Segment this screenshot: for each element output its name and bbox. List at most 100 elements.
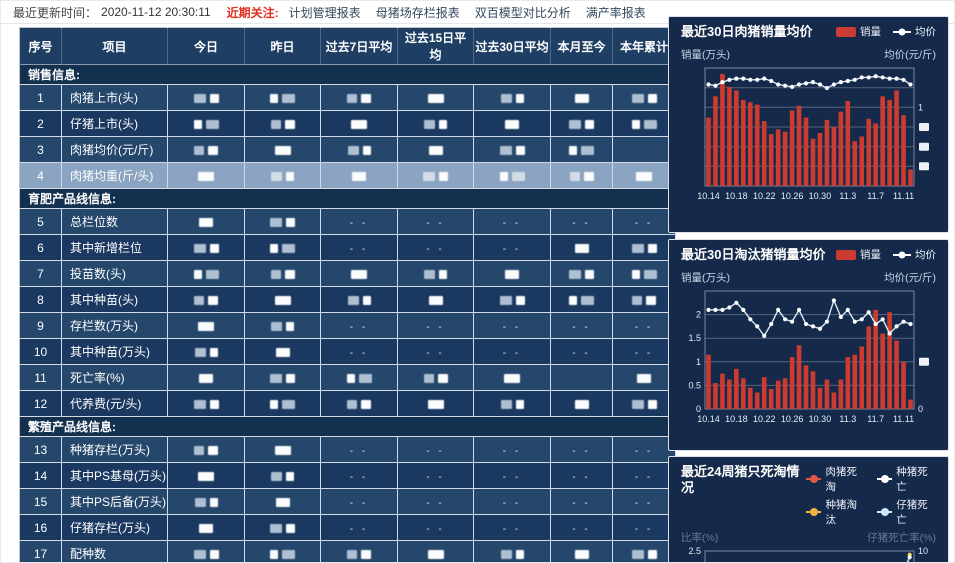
legend-item[interactable]: 均价 [893, 24, 936, 39]
left-axis-label: 比率(%) [681, 532, 719, 544]
table-row[interactable]: 16 仔猪存栏(万头) - -- -- -- -- - [19, 514, 677, 541]
updated-time-value: 2020-11-12 20:30:11 [101, 5, 211, 19]
svg-text:10.18: 10.18 [725, 191, 748, 201]
dash-value: - - [550, 208, 614, 235]
dash-value: - - [397, 462, 475, 489]
table-row[interactable]: 10 其中种苗(万头) - -- -- -- -- - [19, 338, 677, 365]
svg-text:1.5: 1.5 [688, 333, 701, 343]
redacted-value [397, 110, 475, 137]
table-header-cell: 本年累计 [612, 27, 677, 65]
row-label: 存栏数(万头) [61, 312, 169, 339]
row-number: 8 [19, 286, 62, 313]
chart-card-death-cull: 最近24周猪只死淘情况 肉猪死淘 种猪死亡 种猪淘汰 仔猪死亡 比率(%) 仔猪死亡率… [668, 456, 949, 562]
dash-value: - - [397, 208, 475, 235]
dash-value: - - [397, 436, 475, 463]
left-axis-label: 销量(万头) [681, 49, 730, 61]
redacted-value [167, 390, 246, 417]
redacted-value [167, 84, 246, 111]
redacted-value [473, 364, 552, 391]
table-row[interactable]: 3 肉猪均价(元/斤) [19, 136, 677, 163]
right-axis-label: 均价(元/斤) [884, 49, 936, 61]
table-row[interactable]: 15 其中PS后备(万头) - -- -- -- -- - [19, 488, 677, 515]
row-number: 4 [19, 162, 62, 189]
dash-value: - - [320, 514, 399, 541]
table-header-cell: 昨日 [244, 27, 322, 65]
redacted-value [244, 260, 322, 287]
dash-value: - - [473, 338, 552, 365]
redacted-value [612, 162, 677, 189]
dash-value: - - [473, 488, 552, 515]
dash-value: - - [612, 208, 677, 235]
chart-title: 最近24周猪只死淘情况 [681, 464, 800, 495]
legend-label: 种猪死亡 [896, 466, 928, 493]
redacted-value [397, 390, 475, 417]
table-row[interactable]: 9 存栏数(万头) - -- -- -- -- - [19, 312, 677, 339]
legend-item[interactable]: 种猪死亡 [877, 464, 936, 494]
dash-value: - - [550, 514, 614, 541]
section-row: 育肥产品线信息: [19, 188, 676, 209]
nav-link-model-compare[interactable]: 双百模型对比分析 [474, 5, 571, 20]
table-row[interactable]: 13 种猪存栏(万头) - -- -- -- -- - [19, 436, 677, 463]
nav-link-plan-report[interactable]: 计划管理报表 [288, 5, 361, 20]
row-number: 14 [19, 462, 62, 489]
dash-value: - - [473, 208, 552, 235]
svg-text:1: 1 [918, 102, 923, 112]
table-row[interactable]: 1 肉猪上市(头) [19, 84, 677, 111]
redacted-value [320, 260, 399, 287]
legend-item[interactable]: 仔猪死亡 [877, 497, 936, 527]
svg-text:11.3: 11.3 [839, 414, 856, 424]
redacted-value [612, 364, 677, 391]
redacted-value [244, 312, 322, 339]
dash-value: - - [397, 234, 475, 261]
table-row[interactable]: 2 仔猪上市(头) [19, 110, 677, 137]
table-row[interactable]: 8 其中种苗(头) [19, 286, 677, 313]
table-row[interactable]: 11 死亡率(%) [19, 364, 677, 391]
redacted-value [244, 488, 322, 515]
legend-label: 均价 [915, 26, 936, 38]
legend-item[interactable]: 均价 [893, 247, 936, 262]
legend-item[interactable]: 销量 [836, 247, 881, 262]
dash-value: - - [320, 436, 399, 463]
table-row[interactable]: 17 配种数 [19, 540, 677, 562]
chart-title: 最近30日肉猪销量均价 [681, 24, 813, 39]
redacted-value [473, 390, 552, 417]
row-label: 其中新增栏位 [61, 234, 169, 261]
dash-value: - - [397, 338, 475, 365]
redacted-value [612, 286, 677, 313]
nav-link-full-capacity-report[interactable]: 满产率报表 [585, 5, 646, 20]
legend-item[interactable]: 肉猪死淘 [806, 464, 865, 494]
redacted-value [397, 540, 475, 562]
chart-legend: 销量 均价 [836, 24, 936, 39]
svg-text:11.7: 11.7 [867, 414, 884, 424]
table-row[interactable]: 12 代养费(元/头) [19, 390, 677, 417]
dash-value: - - [612, 312, 677, 339]
table-row[interactable]: 5 总栏位数 - -- -- -- -- - [19, 208, 677, 235]
dash-value: - - [612, 338, 677, 365]
report-table-wrap: 序号 项目 今日 昨日 过去7日平均 过去15日平均 过去30日平均 本月至今 本年累计 销售信… [19, 27, 677, 562]
row-number: 15 [19, 488, 62, 515]
chart-title: 最近30日淘汰猪销量均价 [681, 247, 826, 262]
redacted-value [397, 162, 475, 189]
nav-link-sow-farm-report[interactable]: 母猪场存栏报表 [375, 5, 460, 20]
redacted-value [244, 540, 322, 562]
empty-value [612, 136, 677, 163]
table-row[interactable]: 14 其中PS基母(万头) - -- -- -- -- - [19, 462, 677, 489]
chart-plot: 2 1.5 1 0.5 0 0 10.14 10.18 10.22 10.26 10.30 11.3 1… [681, 285, 936, 435]
table-row[interactable]: 6 其中新增栏位 - -- -- - [19, 234, 677, 261]
redacted-value [550, 136, 614, 163]
legend-item[interactable]: 销量 [836, 24, 881, 39]
redacted-value [612, 390, 677, 417]
legend-item[interactable]: 种猪淘汰 [806, 497, 865, 527]
dash-value: - - [397, 312, 475, 339]
dash-value: - - [550, 312, 614, 339]
svg-text:10.14: 10.14 [697, 191, 720, 201]
legend-label: 销量 [860, 26, 881, 38]
dash-value: - - [473, 462, 552, 489]
row-number: 13 [19, 436, 62, 463]
redacted-value [167, 514, 246, 541]
redacted-value [612, 260, 677, 287]
table-row[interactable]: 7 投苗数(头) [19, 260, 677, 287]
table-row[interactable]: 4 肉猪均重(斤/头) [19, 162, 677, 189]
redacted-value [244, 338, 322, 365]
redacted-value [473, 162, 552, 189]
